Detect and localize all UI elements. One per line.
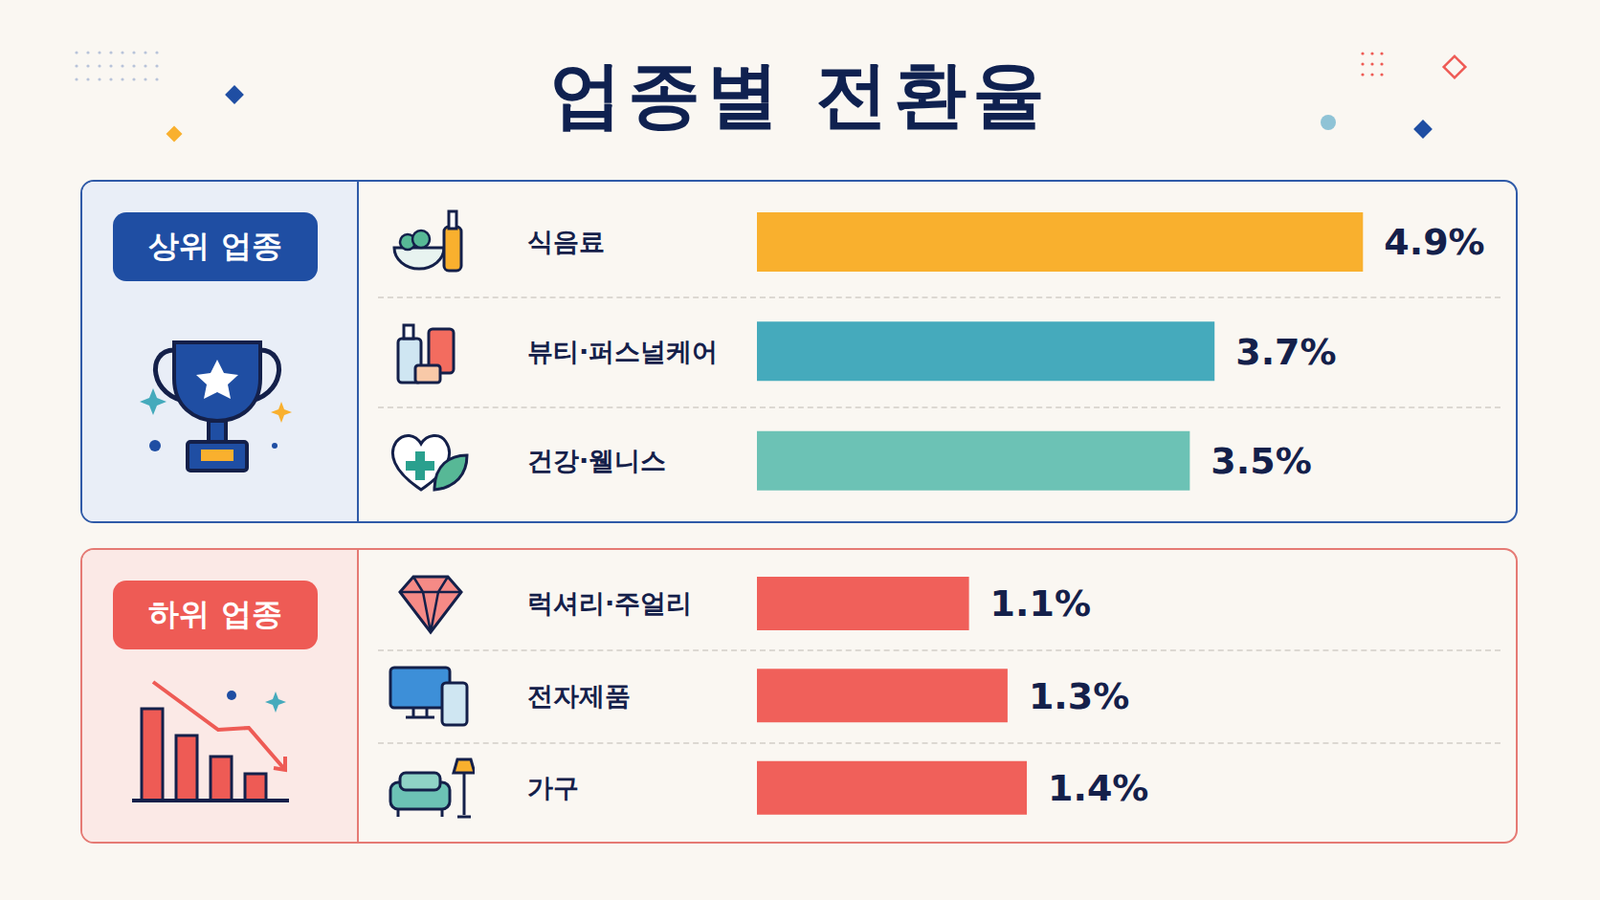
svg-text:3.5%: 3.5% xyxy=(1210,440,1312,483)
svg-text:3.7%: 3.7% xyxy=(1235,331,1336,374)
html-text:전자제품: 전자제품 xyxy=(527,680,631,711)
svg-text:4.9%: 4.9% xyxy=(1383,221,1485,264)
svg-text:1.3%: 1.3% xyxy=(1028,675,1130,718)
svg-text:1.1%: 1.1% xyxy=(990,582,1091,625)
html-text:가구: 가구 xyxy=(527,773,579,803)
html-text:하위 업종: 하위 업종 xyxy=(148,596,282,633)
html-text:식음료: 식음료 xyxy=(527,226,605,257)
html-text:뷰티·퍼스널케어: 뷰티·퍼스널케어 xyxy=(527,336,718,367)
svg-text:1.4%: 1.4% xyxy=(1047,767,1149,810)
html-text:럭셔리·주얼리: 럭셔리·주얼리 xyxy=(527,588,693,619)
html-text:상위 업종: 상위 업종 xyxy=(148,227,282,265)
html-text:업종별 전환율: 업종별 전환율 xyxy=(549,51,1051,137)
html-text:건강·웰니스: 건강·웰니스 xyxy=(527,445,667,476)
